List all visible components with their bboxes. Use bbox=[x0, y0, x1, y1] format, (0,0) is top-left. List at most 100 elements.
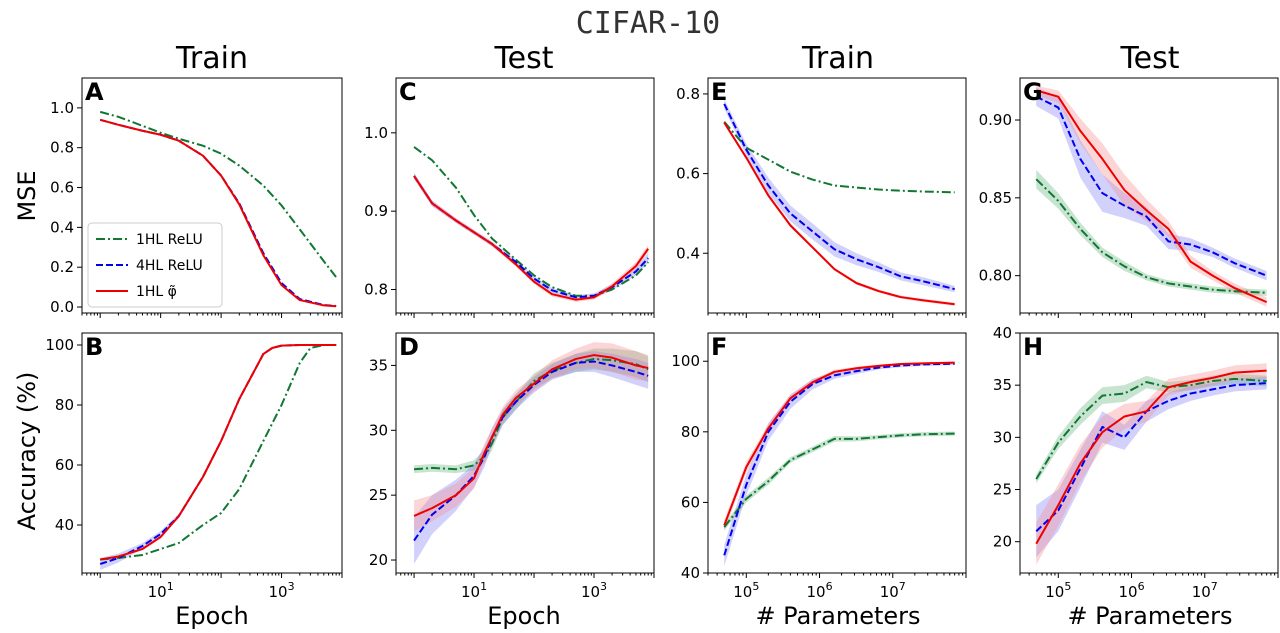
y-tick-label: 80 bbox=[55, 396, 74, 414]
panel-d: 101 103 20 25 30 35 D bbox=[369, 332, 655, 601]
column-title-2: Test bbox=[493, 41, 553, 76]
band-h-blue bbox=[1036, 376, 1267, 558]
figure-title: CIFAR-10 bbox=[576, 6, 721, 41]
y-tick-label: 25 bbox=[369, 486, 388, 504]
axes-frame-f bbox=[707, 332, 967, 574]
panel-letter-b: B bbox=[85, 333, 103, 361]
band-f-green bbox=[724, 431, 955, 531]
band-d-red bbox=[414, 342, 649, 532]
y-tick-label: 0.4 bbox=[50, 218, 74, 236]
panel-g: 0.80 0.85 0.90 G bbox=[979, 77, 1279, 318]
x-tick-label: 103 bbox=[269, 580, 295, 601]
y-tick-label: 0.80 bbox=[979, 267, 1012, 285]
row-ylabel-mse: MSE bbox=[13, 170, 41, 221]
axes-frame-c bbox=[395, 77, 655, 314]
line-b-green bbox=[100, 344, 337, 561]
y-tick-label: 25 bbox=[993, 481, 1012, 499]
y-tick-label: 1.0 bbox=[50, 99, 74, 117]
line-h-red bbox=[1035, 369, 1267, 545]
panel-letter-a: A bbox=[85, 78, 104, 106]
x-tick-label: 101 bbox=[461, 580, 487, 601]
legend: 1HL ReLU 4HL ReLU 1HL φ̃ bbox=[87, 222, 223, 308]
line-f-green bbox=[723, 432, 955, 528]
panel-letter-d: D bbox=[399, 333, 419, 361]
axes-frame-b bbox=[81, 332, 343, 574]
y-tick-label: 100 bbox=[671, 352, 700, 370]
y-tick-label: 0.9 bbox=[364, 202, 388, 220]
y-tick-label: 0.6 bbox=[676, 165, 700, 183]
x-tick-label: 101 bbox=[148, 580, 174, 601]
band-b-blue bbox=[100, 344, 337, 570]
x-label-col-1: Epoch bbox=[175, 602, 249, 630]
band-g-blue bbox=[1036, 87, 1267, 281]
y-tick-label: 60 bbox=[55, 456, 74, 474]
band-g-red bbox=[1036, 85, 1267, 307]
x-tick-label: 107 bbox=[880, 580, 906, 601]
panel-b: 101 103 40 60 80 100 B bbox=[45, 332, 343, 601]
row-ylabel-accuracy: Accuracy (%) bbox=[13, 372, 41, 531]
line-b-red bbox=[100, 344, 337, 561]
column-title-3: Train bbox=[801, 41, 874, 76]
panel-f: 105 106 107 40 60 80 100 F bbox=[671, 332, 967, 601]
line-c-green bbox=[413, 146, 649, 297]
line-g-red bbox=[1035, 89, 1268, 304]
line-a-red bbox=[99, 118, 337, 308]
line-e-green bbox=[723, 121, 955, 194]
y-tick-label: 40 bbox=[681, 564, 700, 582]
axes-frame-g bbox=[1019, 77, 1279, 314]
legend-label-3: 1HL φ̃ bbox=[136, 284, 177, 300]
band-g-green bbox=[1036, 169, 1267, 296]
x-tick-label: 106 bbox=[806, 580, 832, 601]
y-tick-label: 80 bbox=[681, 423, 700, 441]
line-b-blue bbox=[99, 344, 337, 565]
band-c-blue bbox=[414, 172, 649, 300]
y-tick-label: 0.0 bbox=[50, 298, 74, 316]
y-tick-label: 60 bbox=[681, 493, 700, 511]
x-tick-label: 105 bbox=[733, 580, 759, 601]
x-tick-label: 107 bbox=[1192, 580, 1218, 601]
column-title-4: Test bbox=[1119, 41, 1179, 76]
legend-box bbox=[87, 222, 223, 308]
panel-letter-h: H bbox=[1023, 333, 1043, 361]
column-title-1: Train bbox=[175, 41, 248, 76]
y-tick-label: 30 bbox=[993, 428, 1012, 446]
line-a-green bbox=[99, 110, 337, 278]
legend-label-2: 4HL ReLU bbox=[136, 258, 203, 274]
y-tick-label: 0.8 bbox=[50, 139, 74, 157]
line-e-blue bbox=[723, 103, 955, 291]
panels-group: 0.00.20.40.60.81.0A0.80.91.0C0.40.60.8 E0… bbox=[45, 77, 1279, 601]
x-tick-label: 105 bbox=[1045, 580, 1071, 601]
panel-c: 0.8 0.9 1.0 C bbox=[364, 77, 655, 318]
axes-frame-h bbox=[1019, 332, 1279, 574]
band-c-red bbox=[414, 173, 649, 303]
band-f-blue bbox=[724, 362, 955, 566]
line-f-red bbox=[723, 361, 955, 526]
y-tick-label: 1.0 bbox=[364, 124, 388, 142]
y-tick-label: 0.8 bbox=[676, 85, 700, 103]
y-tick-label: 30 bbox=[369, 421, 388, 439]
y-tick-label: 20 bbox=[369, 551, 388, 569]
band-h-green bbox=[1036, 373, 1267, 484]
band-h-red bbox=[1036, 363, 1267, 565]
panel-e: 0.4 0.6 0.8 E bbox=[676, 77, 967, 318]
legend-label-1: 1HL ReLU bbox=[136, 232, 203, 248]
x-tick-label: 106 bbox=[1118, 580, 1144, 601]
line-d-red bbox=[413, 354, 649, 517]
y-tick-label: 0.6 bbox=[50, 179, 74, 197]
y-tick-label: 40 bbox=[993, 324, 1012, 342]
y-tick-label: 0.90 bbox=[979, 111, 1012, 129]
y-tick-label: 0.85 bbox=[979, 189, 1012, 207]
y-tick-label: 0.8 bbox=[364, 281, 388, 299]
x-tick-label: 103 bbox=[581, 580, 607, 601]
y-tick-label: 40 bbox=[55, 516, 74, 534]
band-e-blue bbox=[724, 99, 955, 293]
axes-frame-e bbox=[707, 77, 967, 314]
x-label-col-3: # Parameters bbox=[755, 602, 920, 630]
x-label-col-2: Epoch bbox=[487, 602, 561, 630]
y-tick-label: 35 bbox=[369, 356, 388, 374]
panel-a: 0.0 0.2 0.4 0.6 0.8 1.0 A bbox=[50, 77, 343, 318]
y-tick-label: 0.2 bbox=[50, 258, 74, 276]
line-h-green bbox=[1035, 377, 1267, 480]
y-tick-label: 100 bbox=[45, 336, 74, 354]
